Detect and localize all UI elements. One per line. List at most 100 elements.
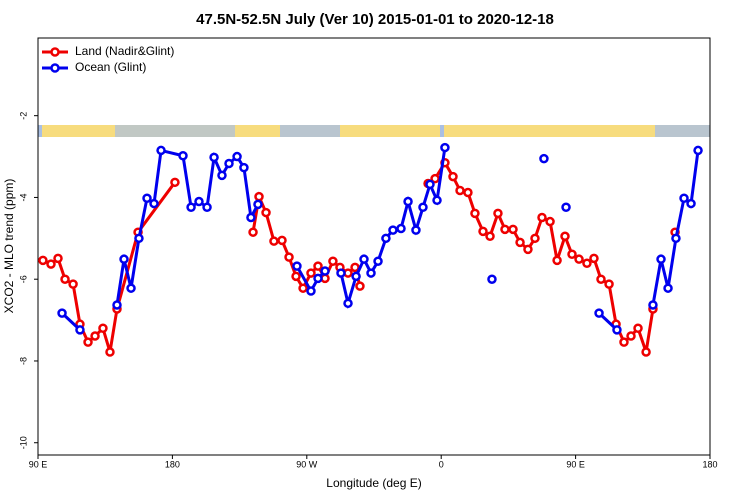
legend-label: Ocean (Glint)	[75, 60, 146, 74]
point	[291, 271, 301, 282]
point	[648, 300, 658, 310]
point	[604, 279, 614, 289]
point	[217, 170, 227, 181]
point	[232, 151, 242, 162]
point	[75, 325, 85, 335]
legend-marker	[50, 47, 60, 57]
point	[57, 308, 67, 318]
point	[589, 253, 599, 264]
point	[487, 274, 497, 284]
point	[336, 268, 346, 278]
point	[539, 153, 549, 164]
point	[373, 256, 383, 266]
point	[261, 207, 271, 218]
point	[313, 273, 323, 284]
point	[313, 261, 323, 271]
point	[351, 271, 361, 282]
x-tick-label: 90 E	[566, 459, 585, 469]
point	[619, 337, 629, 347]
point	[388, 225, 398, 235]
point	[686, 198, 696, 209]
point	[253, 199, 263, 210]
point	[98, 323, 108, 334]
point	[306, 286, 316, 296]
point	[90, 331, 100, 341]
point	[178, 150, 188, 161]
point	[626, 331, 636, 341]
x-tick-label: 180	[165, 459, 180, 469]
y-tick-label: -4	[18, 193, 28, 201]
point	[641, 347, 651, 357]
y-axis-label: XCO2 - MLO trend (ppm)	[2, 179, 16, 314]
point	[224, 158, 234, 169]
point	[350, 262, 360, 273]
point	[574, 254, 584, 264]
point	[328, 256, 338, 266]
point	[269, 236, 279, 246]
point	[500, 224, 510, 235]
x-axis-label: Longitude (deg E)	[326, 476, 421, 490]
point	[134, 233, 144, 244]
point	[284, 252, 294, 262]
point	[119, 254, 129, 264]
point	[633, 323, 643, 334]
point	[186, 202, 196, 213]
point	[537, 212, 547, 223]
point	[359, 254, 369, 264]
y-tick-label: -2	[18, 112, 28, 120]
point	[545, 216, 555, 227]
point	[209, 152, 219, 163]
point	[292, 261, 302, 271]
point	[596, 274, 606, 284]
point	[485, 231, 495, 242]
point	[430, 173, 440, 184]
point	[105, 347, 115, 357]
point	[693, 145, 703, 156]
land-ocean-strip	[38, 125, 710, 137]
point	[239, 162, 249, 173]
point	[478, 226, 488, 237]
point	[656, 254, 666, 264]
point	[493, 208, 503, 219]
y-tick-label: -6	[18, 275, 28, 283]
point	[552, 255, 562, 266]
point	[126, 283, 136, 293]
point	[561, 202, 571, 213]
x-tick-label: 0	[439, 459, 444, 469]
point	[440, 142, 450, 153]
point	[418, 202, 428, 213]
point	[470, 208, 480, 219]
y-tick-label: -10	[18, 436, 28, 449]
point	[83, 337, 93, 347]
legend-label: Land (Nadir&Glint)	[75, 44, 174, 58]
point	[425, 179, 435, 190]
point	[355, 281, 365, 291]
point	[320, 266, 330, 276]
y-tick-label: -8	[18, 357, 28, 365]
point	[46, 259, 56, 269]
point	[432, 195, 442, 206]
point	[508, 224, 518, 235]
point	[679, 193, 689, 204]
point	[170, 177, 180, 188]
series-line	[61, 147, 700, 331]
point	[463, 187, 473, 198]
point	[663, 283, 673, 293]
point	[53, 253, 63, 264]
legend-marker	[50, 63, 60, 73]
point	[515, 237, 525, 248]
point	[68, 279, 78, 289]
point	[277, 235, 287, 246]
point	[403, 196, 413, 207]
point	[38, 255, 48, 266]
point	[530, 233, 540, 244]
point	[396, 223, 406, 234]
point	[671, 233, 681, 244]
point	[343, 298, 353, 309]
point	[455, 185, 465, 196]
point	[411, 225, 421, 235]
point	[246, 212, 256, 223]
point	[594, 308, 604, 318]
point	[298, 283, 308, 293]
